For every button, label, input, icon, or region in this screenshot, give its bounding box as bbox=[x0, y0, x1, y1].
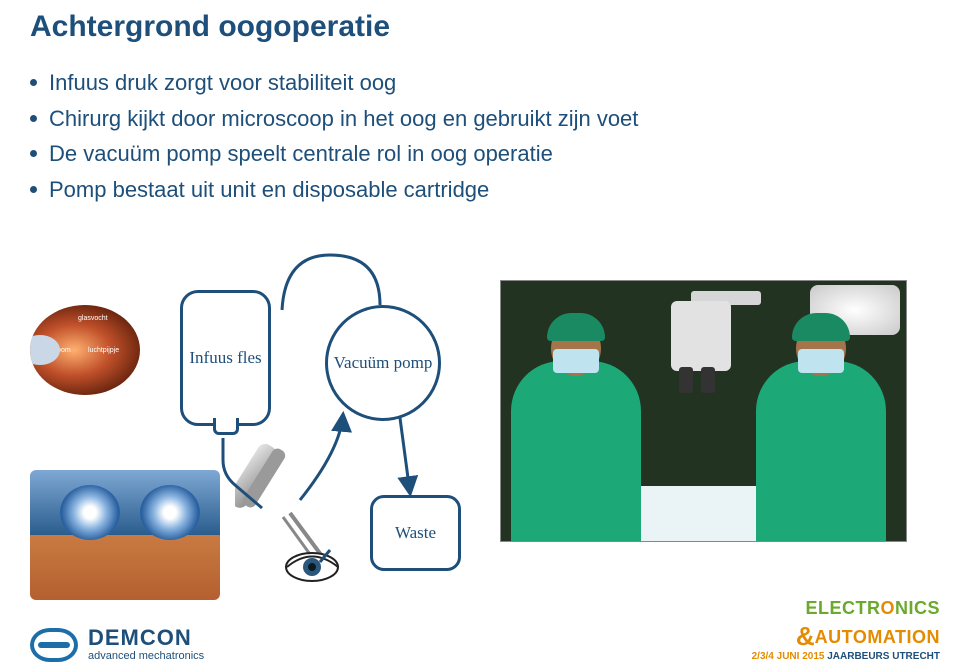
bullet-text: Chirurg kijkt door microscoop in het oog… bbox=[49, 104, 638, 134]
surgeon-left bbox=[511, 361, 641, 541]
bullet-text: De vacuüm pomp speelt centrale rol in oo… bbox=[49, 139, 553, 169]
surgeon-right bbox=[756, 361, 886, 541]
bullet-dot bbox=[30, 79, 37, 86]
demcon-mark-icon bbox=[30, 628, 78, 662]
list-item: Infuus druk zorgt voor stabiliteit oog bbox=[30, 68, 910, 98]
ea-location: JAARBEURS UTRECHT bbox=[824, 651, 940, 662]
diagram-area: glasvocht vitreotoom luchtpijpje Infuus … bbox=[30, 250, 930, 610]
surgery-photo bbox=[500, 280, 907, 542]
ea-word-part: ELECTR bbox=[805, 598, 880, 618]
bullet-text: Pomp bestaat uit unit en disposable cart… bbox=[49, 175, 489, 205]
bullet-dot bbox=[30, 186, 37, 193]
ea-date: 2/3/4 JUNI 2015 bbox=[752, 651, 825, 662]
bullet-list: Infuus druk zorgt voor stabiliteit oog C… bbox=[30, 62, 910, 211]
ea-word-part: AUTOMATION bbox=[815, 627, 940, 647]
electronics-automation-logo: ELECTRONICS &AUTOMATION 2/3/4 JUNI 2015 … bbox=[752, 598, 940, 662]
bullet-text: Infuus druk zorgt voor stabiliteit oog bbox=[49, 68, 396, 98]
list-item: Pomp bestaat uit unit en disposable cart… bbox=[30, 175, 910, 205]
slide-title: Achtergrond oogoperatie bbox=[30, 10, 390, 44]
ea-o-icon: O bbox=[880, 598, 895, 618]
demcon-tagline: advanced mechatronics bbox=[88, 651, 204, 662]
demcon-logo: DEMCON advanced mechatronics bbox=[30, 627, 204, 662]
list-item: Chirurg kijkt door microscoop in het oog… bbox=[30, 104, 910, 134]
footer: DEMCON advanced mechatronics ELECTRONICS… bbox=[30, 607, 940, 662]
demcon-name: DEMCON bbox=[88, 627, 204, 649]
microscope-icon bbox=[651, 291, 771, 401]
list-item: De vacuüm pomp speelt centrale rol in oo… bbox=[30, 139, 910, 169]
bullet-dot bbox=[30, 115, 37, 122]
bullet-dot bbox=[30, 150, 37, 157]
ea-ampersand: & bbox=[796, 621, 815, 652]
ea-word-part: NICS bbox=[895, 598, 940, 618]
